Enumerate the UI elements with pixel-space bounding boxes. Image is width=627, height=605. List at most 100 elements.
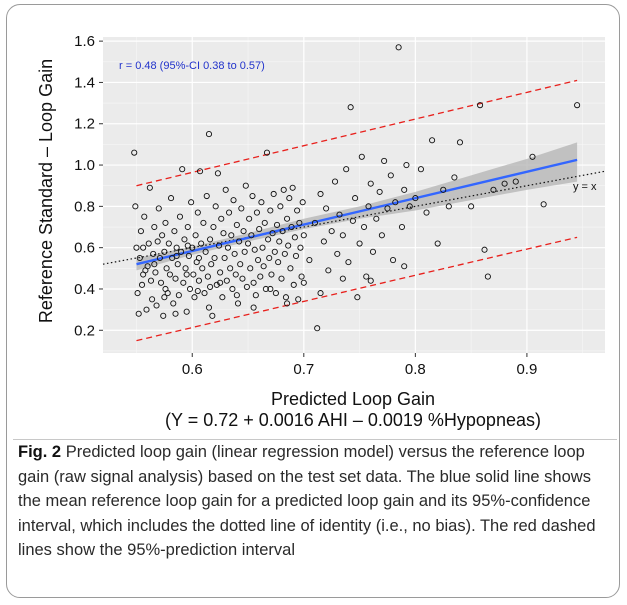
data-point — [149, 296, 156, 303]
data-point — [257, 273, 264, 280]
data-point — [207, 236, 214, 243]
data-point — [215, 242, 223, 249]
data-point — [384, 205, 391, 212]
data-point — [392, 199, 399, 206]
data-point — [358, 153, 365, 160]
data-point — [192, 232, 199, 239]
data-point — [339, 232, 346, 239]
data-point — [157, 279, 165, 286]
data-point — [204, 273, 211, 280]
data-point — [360, 223, 368, 231]
x-tick-label: 0.9 — [516, 361, 537, 378]
data-point — [183, 271, 190, 278]
data-point — [131, 149, 138, 156]
data-point — [213, 281, 220, 288]
data-point — [574, 102, 581, 109]
data-point — [175, 292, 182, 299]
data-point — [373, 215, 380, 222]
data-point — [250, 304, 257, 311]
data-point — [194, 209, 201, 216]
data-point — [161, 294, 168, 301]
data-point — [258, 199, 265, 206]
data-point — [233, 292, 240, 299]
data-point — [406, 203, 413, 210]
data-point — [217, 279, 224, 286]
data-point — [132, 203, 139, 210]
data-point — [403, 162, 410, 169]
data-point — [220, 230, 227, 237]
correlation-annotation: r = 0.48 (95%-CI 0.38 to 0.57) — [119, 60, 265, 72]
data-point — [255, 257, 262, 264]
data-point — [279, 228, 286, 235]
data-point — [253, 209, 260, 216]
data-point — [265, 236, 272, 243]
data-point — [221, 254, 228, 262]
y-tick-label: 0.8 — [74, 198, 95, 215]
caption-text: Predicted loop gain (linear regression m… — [18, 443, 596, 559]
data-point — [269, 230, 276, 237]
data-point — [188, 199, 195, 206]
data-point — [323, 205, 330, 212]
data-point — [136, 254, 143, 262]
data-point — [263, 149, 271, 156]
data-point — [154, 238, 161, 245]
figure-area: 0.6 0.7 0.8 0.9 0.2 0.4 0.6 0.8 1.0 1.2 1.4 1.6 r =… — [7, 5, 619, 445]
points-layer — [131, 44, 581, 332]
data-point — [273, 221, 281, 228]
data-point — [276, 238, 283, 245]
data-point — [243, 283, 250, 290]
data-point — [284, 300, 291, 307]
data-point — [285, 242, 292, 249]
x-tick-label: 0.6 — [182, 361, 203, 378]
data-point — [325, 267, 332, 274]
data-point — [456, 139, 464, 146]
data-point — [229, 285, 236, 293]
data-point — [300, 279, 307, 286]
data-point — [214, 170, 221, 177]
data-point — [267, 207, 274, 214]
y-axis-title: Reference Standard – Loop Gain — [36, 59, 56, 323]
data-point — [267, 285, 274, 293]
data-point — [490, 186, 497, 193]
data-point — [306, 257, 313, 264]
y-tick-label: 1.2 — [74, 116, 95, 133]
data-point — [184, 242, 191, 249]
data-point — [138, 281, 146, 288]
data-point — [501, 180, 508, 187]
data-point — [401, 186, 408, 193]
data-point — [247, 265, 254, 272]
data-point — [477, 102, 484, 109]
data-point — [429, 137, 436, 144]
data-point — [540, 201, 547, 208]
data-point — [334, 250, 341, 257]
data-point — [268, 271, 275, 278]
data-point — [275, 259, 282, 266]
data-point — [354, 294, 361, 301]
data-point — [311, 219, 319, 226]
data-point — [140, 244, 147, 251]
plot-panel — [103, 37, 605, 353]
data-point — [162, 219, 169, 226]
data-point — [174, 261, 181, 268]
data-point — [183, 308, 190, 315]
data-point — [222, 186, 229, 193]
data-point — [291, 234, 298, 241]
data-point — [248, 232, 255, 239]
data-point — [180, 279, 187, 286]
data-point — [207, 283, 214, 290]
data-point — [233, 221, 240, 228]
y-tick-label: 1.4 — [74, 74, 95, 91]
data-point — [331, 178, 339, 185]
data-point — [369, 248, 377, 255]
identity-line — [102, 170, 606, 265]
figure-caption: Fig. 2 Predicted loop gain (linear regre… — [18, 440, 608, 563]
data-point — [434, 240, 441, 247]
caption-separator — [13, 439, 617, 600]
x-axis-subtitle: (Y = 0.72 + 0.0016 AHI – 0.0019 %Hypopne… — [165, 410, 541, 430]
data-point — [211, 254, 218, 262]
data-point — [218, 215, 225, 222]
lines-layer — [102, 79, 606, 342]
data-point — [277, 203, 284, 210]
data-point — [200, 219, 207, 226]
data-point — [347, 104, 354, 111]
